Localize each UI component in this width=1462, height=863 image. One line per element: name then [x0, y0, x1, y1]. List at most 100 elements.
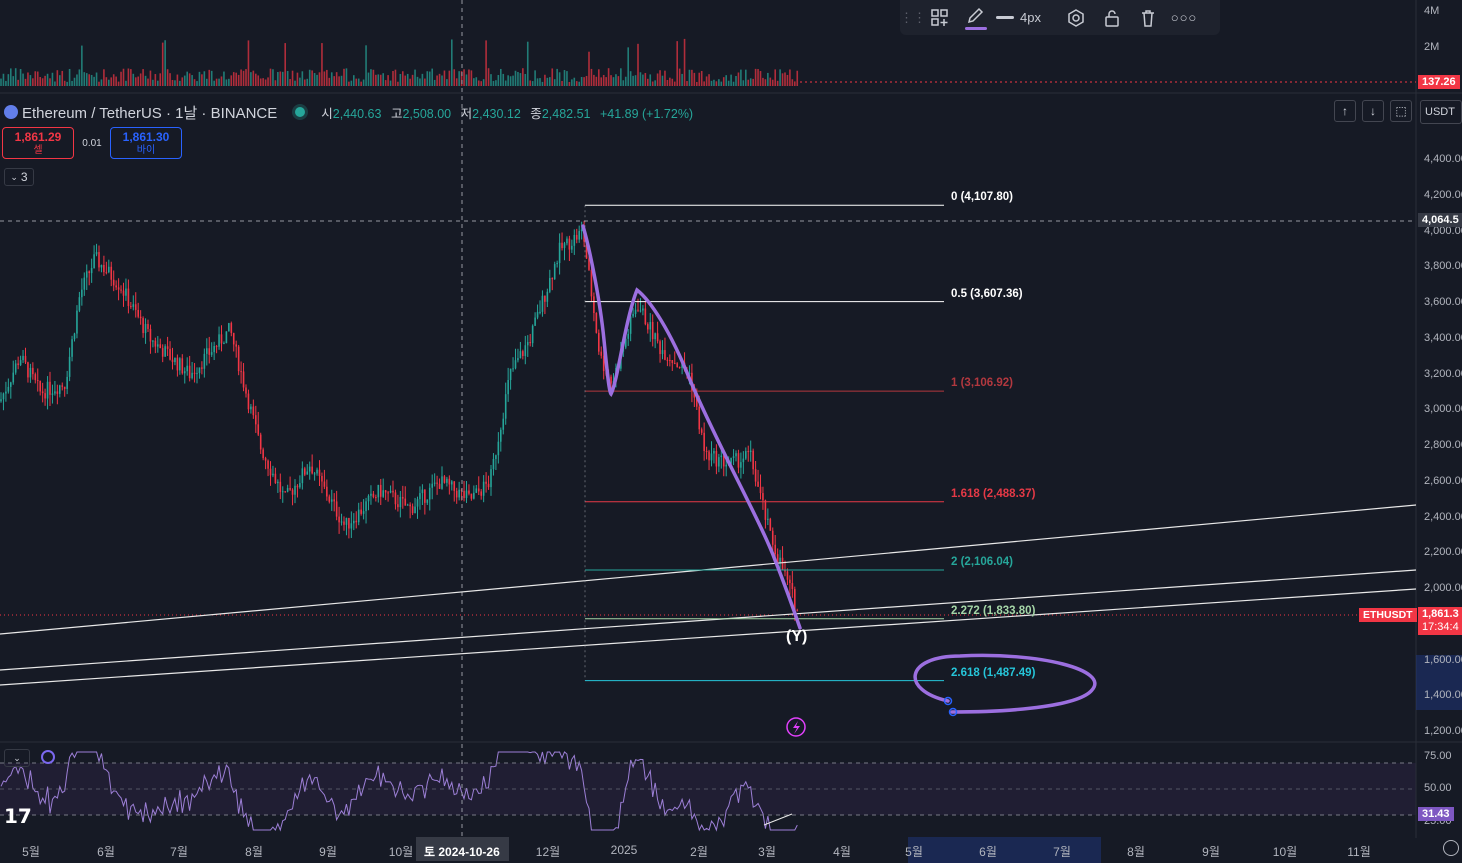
- add-template-icon[interactable]: [924, 3, 956, 33]
- candle-body: [451, 481, 453, 485]
- volume-bar: [46, 73, 49, 86]
- price-axis-label: 2,800.00: [1424, 439, 1462, 451]
- candle-body: [353, 520, 355, 524]
- volume-bar: [330, 72, 333, 86]
- candle-body: [573, 234, 576, 246]
- volume-bar: [394, 69, 397, 86]
- candle-body: [7, 386, 10, 392]
- pencil-icon[interactable]: [960, 3, 992, 33]
- volume-bar: [610, 75, 612, 86]
- candle-body: [732, 456, 735, 458]
- candle-body: [590, 269, 593, 297]
- trendline-middle: [0, 569, 1417, 671]
- volume-bar: [83, 72, 86, 86]
- scroll-up-button[interactable]: ↑: [1334, 100, 1356, 122]
- price-axis-label: 3,000.00: [1424, 403, 1462, 416]
- volume-bar: [338, 76, 340, 86]
- candle-body: [771, 530, 774, 545]
- indicators-toggle[interactable]: ⌄ 3: [4, 168, 34, 186]
- volume-bar: [468, 69, 470, 86]
- settings-gear-icon[interactable]: [1443, 840, 1459, 856]
- drawing-handle: [943, 696, 953, 706]
- candle-body: [465, 490, 468, 498]
- time-axis-label: 11월: [1347, 845, 1371, 859]
- price-axis-label: 3,800.00: [1424, 260, 1462, 273]
- volume-bar: [524, 73, 527, 86]
- candle-body: [196, 373, 198, 375]
- line-width-button[interactable]: 4px: [996, 10, 1056, 25]
- event-lightning-icon[interactable]: [786, 717, 806, 737]
- volume-bar: [708, 74, 710, 86]
- candle-body: [81, 289, 83, 298]
- volume-bar: [686, 81, 688, 86]
- volume-bar: [370, 69, 372, 86]
- rsi-indicator-icon: [41, 750, 55, 764]
- scroll-down-button[interactable]: ↓: [1362, 100, 1384, 122]
- volume-bar: [237, 74, 240, 86]
- candle-body: [517, 358, 519, 361]
- volume-bar: [759, 71, 762, 86]
- candle-body: [745, 451, 747, 459]
- candle-body: [100, 264, 103, 268]
- volume-bar: [426, 71, 429, 86]
- volume-bar: [17, 79, 19, 86]
- maximize-button[interactable]: ⬚: [1390, 100, 1412, 122]
- drag-icon[interactable]: ⋮⋮: [900, 9, 926, 25]
- volume-bar: [411, 74, 414, 86]
- time-axis-label: 4월: [833, 845, 851, 859]
- rsi-collapse-button[interactable]: ⌄: [4, 749, 30, 767]
- candle-body: [588, 258, 590, 270]
- time-axis-label: 7월: [1053, 845, 1071, 859]
- symbol-title[interactable]: Ethereum / TetherUS · 1날 · BINANCE: [22, 104, 278, 122]
- fib-retracement: [584, 204, 944, 682]
- candle-body: [598, 332, 600, 352]
- candle-body: [656, 333, 659, 342]
- volume-bar: [41, 78, 44, 86]
- volume-bar: [208, 69, 211, 86]
- volume-bar: [480, 81, 482, 86]
- volume-bar: [747, 79, 750, 86]
- line-style-icon: [996, 16, 1014, 19]
- more-icon[interactable]: ○○○: [1170, 10, 1198, 25]
- tradingview-logo[interactable]: 𝟭𝟳: [4, 806, 32, 828]
- fib-level-label: 0 (4,107.80): [951, 191, 1014, 204]
- candle-body: [277, 481, 279, 484]
- volume-bar: [529, 80, 531, 86]
- wave-drawing: [581, 224, 802, 630]
- candle-body: [507, 379, 509, 395]
- volume-bar: [465, 74, 468, 86]
- candle-body: [32, 367, 34, 375]
- volume-bar: [230, 75, 233, 86]
- buy-button[interactable]: 1,861.30 바이: [110, 127, 182, 159]
- volume-bar: [139, 73, 142, 86]
- sell-button[interactable]: 1,861.29 셀: [2, 127, 74, 159]
- candle-body: [210, 352, 213, 355]
- trash-icon[interactable]: [1132, 3, 1164, 33]
- settings-icon[interactable]: [1060, 3, 1092, 33]
- volume-bar: [428, 71, 431, 86]
- volume-bar: [110, 77, 113, 86]
- volume-bar: [267, 77, 269, 86]
- volume-bar: [402, 71, 404, 86]
- volume-bar: [627, 47, 629, 86]
- candle-body: [463, 490, 465, 498]
- volume-bar: [291, 70, 294, 86]
- volume-bar: [598, 69, 600, 86]
- candle-body: [132, 304, 135, 307]
- candle-body: [49, 381, 51, 395]
- price-axis-label: 2,400.00: [1424, 510, 1462, 523]
- volume-bar: [681, 73, 683, 86]
- volume-axis-label: 2M: [1424, 41, 1440, 53]
- volume-bar: [490, 74, 492, 86]
- volume-bar: [441, 75, 443, 86]
- candle-body: [255, 415, 257, 425]
- volume-bar: [32, 78, 34, 86]
- candle-body: [428, 487, 431, 500]
- candle-body: [149, 328, 152, 342]
- unlock-icon[interactable]: [1096, 3, 1128, 33]
- candle-body: [335, 501, 338, 517]
- candle-body: [627, 333, 629, 339]
- currency-select[interactable]: USDT: [1420, 100, 1462, 124]
